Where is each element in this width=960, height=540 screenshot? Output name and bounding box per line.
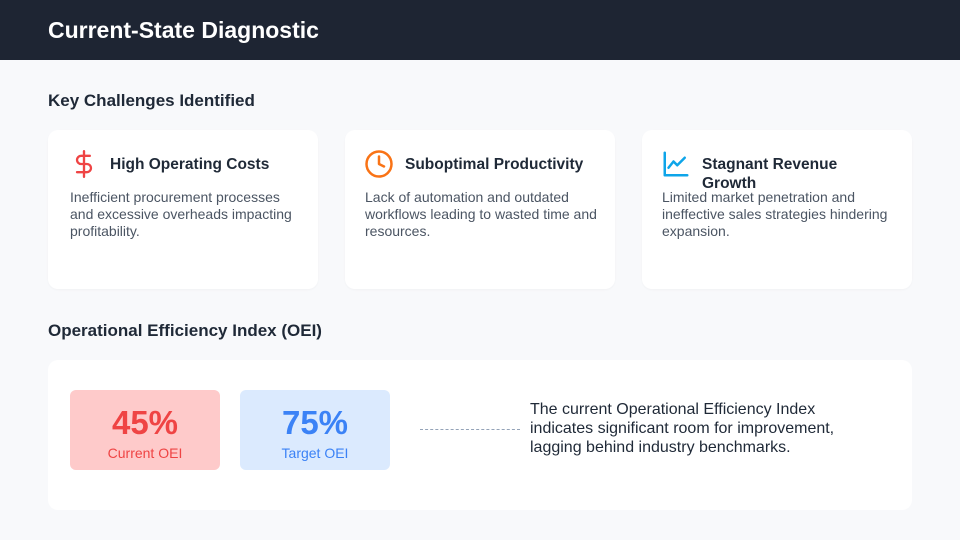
dashed-connector [420, 429, 520, 430]
page-title: Current-State Diagnostic [48, 17, 319, 43]
section-title: Operational Efficiency Index (OEI) [48, 321, 322, 340]
dollar-icon [75, 150, 93, 178]
current-metric: 45% Current OEI [70, 390, 220, 470]
metric-value: 75% [281, 404, 349, 441]
card-description: Inefficient procurement processes and ex… [70, 189, 292, 239]
challenge-card: Stagnant Revenue Growth Limited market p… [642, 130, 912, 289]
section-title: Key Challenges Identified [48, 91, 255, 110]
oei-panel: 45% Current OEI 75% Target OEI The curre… [48, 360, 912, 510]
card-title: High Operating Costs [110, 156, 270, 173]
clock-icon [365, 150, 393, 178]
target-metric: 75% Target OEI [240, 390, 390, 470]
card-title: Stagnant Revenue Growth [702, 156, 838, 192]
challenge-card: Suboptimal Productivity Lack of automati… [345, 130, 615, 289]
header: Current-State Diagnostic [0, 0, 960, 60]
card-description: Lack of automation and outdated workflow… [365, 189, 597, 239]
metric-label: Current OEI [107, 445, 183, 461]
oei-note: The current Operational Efficiency Index… [530, 401, 835, 456]
metric-label: Target OEI [281, 445, 349, 461]
chart-icon [663, 151, 689, 177]
metric-value: 45% [111, 404, 179, 441]
card-title: Suboptimal Productivity [405, 156, 584, 173]
card-description: Limited market penetration and ineffecti… [662, 189, 888, 239]
challenge-card: High Operating Costs Inefficient procure… [48, 130, 318, 289]
